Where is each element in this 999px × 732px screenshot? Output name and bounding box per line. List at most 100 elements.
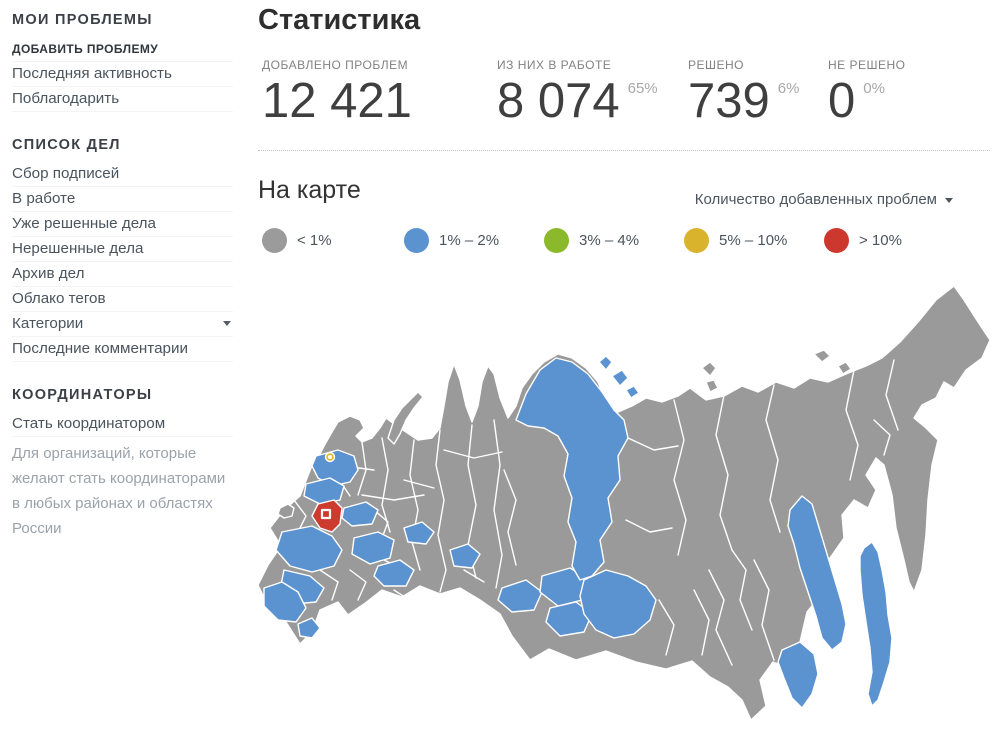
legend-label: 3% – 4% xyxy=(579,232,640,249)
map-region-khabarovsk[interactable] xyxy=(787,495,847,651)
page-title: Статистика xyxy=(258,4,421,36)
map-island-kaliningrad[interactable] xyxy=(277,503,295,519)
map-region-spb-center xyxy=(327,454,332,459)
sidebar-item-1-4[interactable]: Архив дел xyxy=(12,262,233,287)
legend-item-1: 1% – 2% xyxy=(404,228,499,253)
legend-swatch xyxy=(262,228,287,253)
legend-label: < 1% xyxy=(297,232,332,249)
legend-label: 1% – 2% xyxy=(439,232,500,249)
sidebar-item-label: Сбор подписей xyxy=(12,165,120,182)
legend-label: > 10% xyxy=(859,232,902,249)
sidebar-item-label: Облако тегов xyxy=(12,290,106,307)
stat-2: РЕШЕНО 739 6% xyxy=(688,58,799,127)
sidebar-section-title: СПИСОК ДЕЛ xyxy=(12,137,121,153)
map-region-tver[interactable] xyxy=(303,477,345,505)
sidebar-item-1-0[interactable]: Сбор подписей xyxy=(12,162,233,187)
stat-value: 12 421 xyxy=(262,74,412,128)
sidebar-item-0-2[interactable]: Поблагодарить xyxy=(12,87,233,112)
map-base-russia xyxy=(257,285,991,721)
sidebar-item-label: Архив дел xyxy=(12,265,85,282)
stats-row: ДОБАВЛЕНО ПРОБЛЕМ 12 421 ИЗ НИХ В РАБОТЕ 8 … xyxy=(258,58,994,146)
map-section-title: На карте xyxy=(258,176,361,204)
legend-swatch xyxy=(824,228,849,253)
map-region-chernozem[interactable] xyxy=(275,525,343,573)
stat-percent: 0% xyxy=(863,80,885,97)
sidebar-item-label: Поблагодарить xyxy=(12,90,120,107)
stat-value: 739 xyxy=(688,74,770,128)
chevron-down-icon xyxy=(223,321,231,326)
sidebar-item-label: Категории xyxy=(12,315,84,332)
map-region-volga-3[interactable] xyxy=(403,521,435,545)
russia-map[interactable] xyxy=(254,270,999,727)
map-island-ne xyxy=(837,361,852,375)
map-region-volga-1[interactable] xyxy=(351,531,395,565)
sidebar-item-1-2[interactable]: Уже решенные дела xyxy=(12,212,233,237)
map-region-leningrad[interactable] xyxy=(311,449,359,487)
sidebar-item-1-7[interactable]: Последние комментарии xyxy=(12,337,233,362)
sidebar-item-0-0[interactable]: ДОБАВИТЬ ПРОБЛЕМУ xyxy=(12,37,233,62)
map-filter-label: Количество добавленных проблем xyxy=(694,191,937,208)
stat-label: ДОБАВЛЕНО ПРОБЛЕМ xyxy=(262,58,409,72)
map-island-wrangel xyxy=(813,349,831,363)
map-island-novaya-zemlya xyxy=(387,391,424,445)
map-region-volga-2[interactable] xyxy=(373,559,415,587)
sidebar-section-title: КООРДИНАТОРЫ xyxy=(12,387,153,403)
stat-0: ДОБАВЛЕНО ПРОБЛЕМ 12 421 xyxy=(262,58,412,127)
stat-percent: 6% xyxy=(777,80,800,97)
map-region-moscow-city[interactable] xyxy=(320,508,332,520)
map-filter-dropdown[interactable]: Количество добавленных проблем xyxy=(695,191,953,208)
map-region-moscow-oblast[interactable] xyxy=(311,499,343,533)
stat-3: НЕ РЕШЕНО 0 0% xyxy=(828,58,906,127)
map-island-novosibirsk-islands xyxy=(598,355,613,371)
legend-label: 5% – 10% xyxy=(719,232,788,249)
sidebar-item-1-3[interactable]: Нерешенные дела xyxy=(12,237,233,262)
map-region-primorye[interactable] xyxy=(777,641,819,709)
sidebar-item-0-1[interactable]: Последняя активность xyxy=(12,62,233,87)
map-island-novosibirsk-islands xyxy=(625,385,640,399)
sidebar-item-label: Уже решенные дела xyxy=(12,215,156,232)
map-region-altai[interactable] xyxy=(545,601,593,637)
stat-value: 8 074 xyxy=(497,74,620,128)
chevron-down-icon xyxy=(945,198,953,203)
map-island-novosibirsk-islands xyxy=(611,369,629,387)
legend-swatch xyxy=(544,228,569,253)
legend-item-4: > 10% xyxy=(824,228,902,253)
map-island-severnaya-zemlya xyxy=(701,361,717,377)
sidebar-item-label: В работе xyxy=(12,190,76,207)
sidebar-item-label: Последние комментарии xyxy=(12,340,188,357)
sidebar: МОИ ПРОБЛЕМЫ ДОБАВИТЬ ПРОБЛЕМУ Последняя а… xyxy=(0,0,233,541)
sidebar-item-1-5[interactable]: Облако тегов xyxy=(12,287,233,312)
sidebar-item-label: Стать координатором xyxy=(12,415,166,432)
stat-label: ИЗ НИХ В РАБОТЕ xyxy=(497,58,612,72)
stat-value: 0 xyxy=(828,74,856,128)
legend-item-2: 3% – 4% xyxy=(544,228,639,253)
legend-item-3: 5% – 10% xyxy=(684,228,787,253)
coordinator-note: Для организаций, которые желают стать ко… xyxy=(12,445,226,537)
stat-label: НЕ РЕШЕНО xyxy=(828,58,906,72)
sidebar-item-2-0[interactable]: Стать координатором xyxy=(12,412,233,437)
sidebar-item-1-6[interactable]: Категории xyxy=(12,312,233,337)
map-region-vladimir[interactable] xyxy=(341,501,379,527)
map-island-severnaya-zemlya xyxy=(705,379,719,393)
sidebar-item-1-1[interactable]: В работе xyxy=(12,187,233,212)
map-region-ural[interactable] xyxy=(449,543,481,569)
map-region-caucasus[interactable] xyxy=(297,617,321,639)
map-region-irkutsk[interactable] xyxy=(579,569,657,639)
stat-label: РЕШЕНО xyxy=(688,58,745,72)
map-legend: < 1% 1% – 2% 3% – 4% 5% – 10% > 10% xyxy=(258,228,994,254)
sidebar-section-title: МОИ ПРОБЛЕМЫ xyxy=(12,12,153,28)
map-region-krasnoyarsk[interactable] xyxy=(515,357,629,581)
stat-percent: 65% xyxy=(627,80,658,97)
legend-item-0: < 1% xyxy=(262,228,332,253)
stat-1: ИЗ НИХ В РАБОТЕ 8 074 65% xyxy=(497,58,658,127)
sidebar-item-label: ДОБАВИТЬ ПРОБЛЕМУ xyxy=(12,42,159,56)
divider xyxy=(258,150,990,151)
legend-swatch xyxy=(404,228,429,253)
sidebar-item-label: Последняя активность xyxy=(12,65,172,82)
map-region-rostov[interactable] xyxy=(263,581,307,623)
legend-swatch xyxy=(684,228,709,253)
sidebar-item-label: Нерешенные дела xyxy=(12,240,144,257)
map-island-sakhalin[interactable] xyxy=(859,541,893,707)
map-region-omsk[interactable] xyxy=(497,579,543,613)
map-region-borders xyxy=(293,359,899,666)
